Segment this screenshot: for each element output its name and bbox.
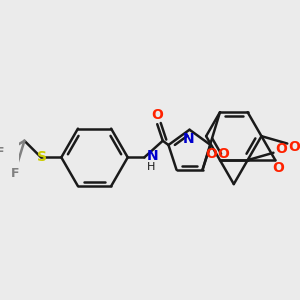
Text: O: O: [275, 142, 287, 156]
Text: S: S: [37, 150, 47, 164]
Text: F: F: [0, 146, 5, 159]
Text: F: F: [11, 167, 20, 181]
Text: O: O: [206, 147, 218, 161]
Text: H: H: [147, 162, 155, 172]
Text: O: O: [289, 140, 300, 154]
Text: O: O: [151, 108, 163, 122]
Text: N: N: [183, 132, 194, 145]
Text: O: O: [272, 160, 284, 175]
Text: N: N: [147, 149, 159, 164]
Text: O: O: [217, 147, 229, 161]
